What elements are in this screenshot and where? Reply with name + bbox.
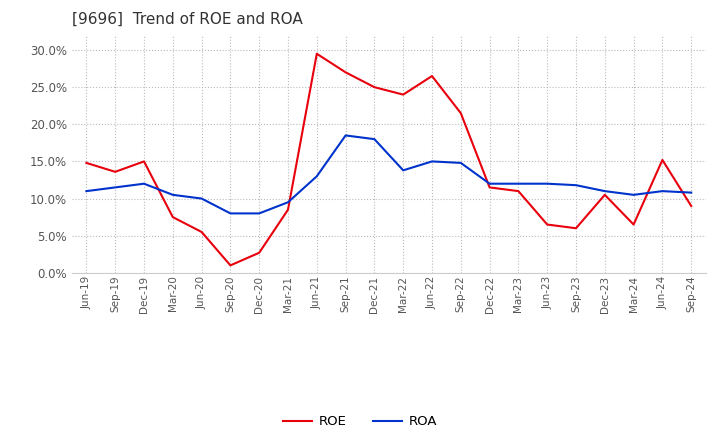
ROE xyxy=(658,157,667,162)
ROE xyxy=(255,250,264,255)
Line: ROA: ROA xyxy=(86,136,691,213)
ROE xyxy=(140,159,148,164)
ROA xyxy=(485,181,494,187)
ROA xyxy=(514,181,523,187)
ROA xyxy=(370,136,379,142)
ROE xyxy=(168,214,177,220)
ROA xyxy=(341,133,350,138)
ROE xyxy=(370,84,379,90)
ROE xyxy=(572,226,580,231)
ROE xyxy=(514,188,523,194)
ROE xyxy=(226,263,235,268)
ROE xyxy=(341,70,350,75)
ROA xyxy=(197,196,206,201)
ROA xyxy=(428,159,436,164)
ROE xyxy=(399,92,408,97)
ROA xyxy=(255,211,264,216)
ROE xyxy=(428,73,436,79)
ROA xyxy=(226,211,235,216)
ROE xyxy=(543,222,552,227)
ROE xyxy=(687,203,696,209)
ROA xyxy=(82,188,91,194)
Line: ROE: ROE xyxy=(86,54,691,265)
ROA xyxy=(687,190,696,195)
ROA xyxy=(600,188,609,194)
ROE xyxy=(312,51,321,56)
Text: [9696]  Trend of ROE and ROA: [9696] Trend of ROE and ROA xyxy=(72,12,302,27)
ROA xyxy=(658,188,667,194)
ROA xyxy=(572,183,580,188)
ROA xyxy=(629,192,638,198)
ROE xyxy=(600,192,609,198)
ROE xyxy=(284,207,292,213)
ROE xyxy=(82,160,91,165)
ROE xyxy=(629,222,638,227)
ROE xyxy=(111,169,120,174)
ROA xyxy=(312,174,321,179)
ROA xyxy=(140,181,148,187)
Legend: ROE, ROA: ROE, ROA xyxy=(278,410,442,433)
ROA xyxy=(168,192,177,198)
ROA xyxy=(284,200,292,205)
ROA xyxy=(543,181,552,187)
ROE xyxy=(197,229,206,235)
ROA xyxy=(111,185,120,190)
ROE xyxy=(456,110,465,116)
ROE xyxy=(485,185,494,190)
ROA xyxy=(456,160,465,165)
ROA xyxy=(399,168,408,173)
